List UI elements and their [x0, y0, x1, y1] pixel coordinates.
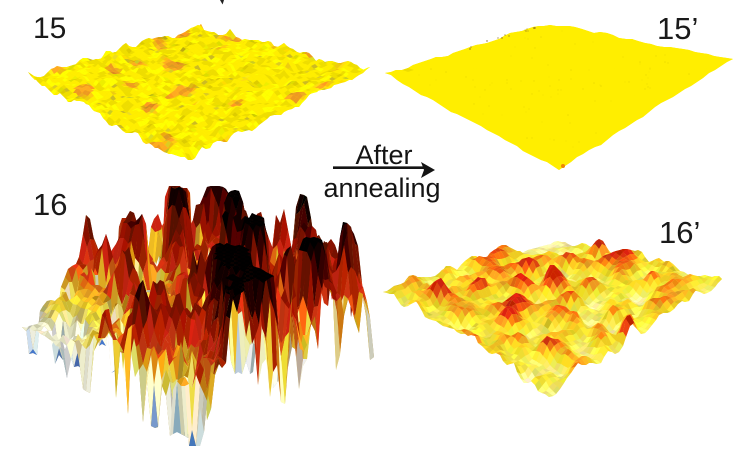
svg-text:16’: 16’	[659, 215, 700, 250]
svg-text:annealing: annealing	[323, 173, 440, 203]
svg-text:After: After	[355, 140, 412, 170]
svg-text:16: 16	[33, 187, 67, 222]
svg-text:15: 15	[33, 12, 66, 45]
svg-text:15’: 15’	[657, 11, 698, 46]
